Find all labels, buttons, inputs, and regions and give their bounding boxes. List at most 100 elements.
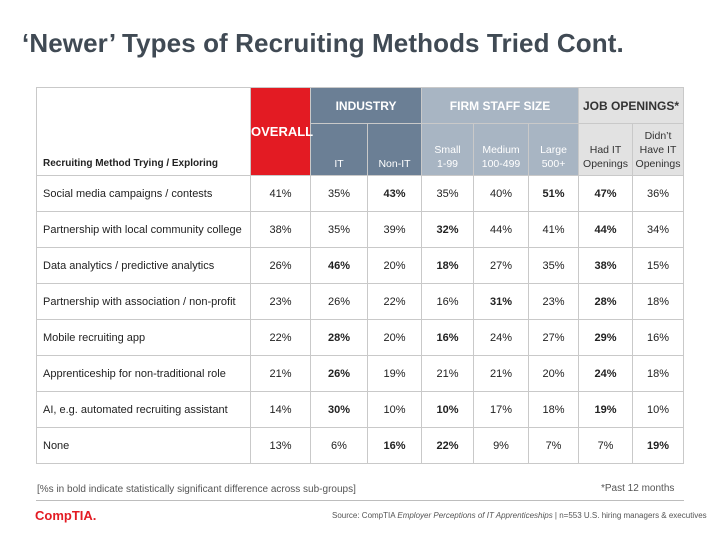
past-12-months-note: *Past 12 months	[601, 483, 675, 494]
column-header-small: Small 1-99	[421, 123, 475, 176]
value-cell: 21%	[473, 355, 530, 392]
slide-title: ‘Newer’ Types of Recruiting Methods Trie…	[22, 28, 624, 58]
value-cell: 20%	[366, 247, 423, 284]
value-cell: 14%	[250, 391, 311, 428]
table-row: Mobile recruiting app 22% 28% 20% 16% 24% 27% 2…	[36, 319, 685, 356]
value-cell: 46%	[310, 247, 368, 284]
sub-line: Have IT	[639, 144, 677, 156]
value-cell: 18%	[632, 355, 685, 392]
value-cell: 21%	[250, 355, 311, 392]
group-header-job-openings: JOB OPENINGS*	[578, 87, 685, 124]
table-row: Social media campaigns / contests 41% 35% 4…	[36, 175, 685, 212]
value-cell: 38%	[578, 247, 634, 284]
row-label: AI, e.g. automated recruiting assistant	[36, 391, 251, 428]
table-row: AI, e.g. automated recruiting assistant 1…	[36, 391, 685, 428]
value-cell: 43%	[366, 175, 423, 212]
sub-line: 1-99	[437, 158, 459, 170]
value-cell: 16%	[421, 319, 475, 356]
sub-line: Small	[434, 144, 461, 156]
value-cell: 35%	[310, 175, 368, 212]
sub-line: Large	[540, 144, 567, 156]
row-label: Apprenticeship for non-traditional role	[36, 355, 251, 392]
source-citation: Source: CompTIA Employer Perceptions of …	[332, 511, 707, 520]
value-cell: 40%	[473, 175, 530, 212]
value-cell: 19%	[632, 427, 685, 464]
value-cell: 35%	[421, 175, 475, 212]
value-cell: 23%	[250, 283, 311, 320]
source-suffix: | n=553 U.S. hiring managers & executive…	[552, 511, 707, 520]
value-cell: 22%	[421, 427, 475, 464]
value-cell: 29%	[578, 319, 634, 356]
group-header-firm-size: FIRM STAFF SIZE	[421, 87, 580, 124]
value-cell: 22%	[250, 319, 311, 356]
column-header-large: Large 500+	[528, 123, 580, 176]
value-cell: 41%	[528, 211, 580, 248]
value-cell: 10%	[366, 391, 423, 428]
value-cell: 24%	[473, 319, 530, 356]
sub-line: Didn’t	[644, 130, 672, 142]
source-title: Employer Perceptions of IT Apprenticeshi…	[397, 511, 553, 520]
column-header-overall: OVERALL	[250, 87, 313, 176]
value-cell: 23%	[528, 283, 580, 320]
row-label: Data analytics / predictive analytics	[36, 247, 251, 284]
table-body: Social media campaigns / contests 41% 35% 4…	[36, 175, 685, 464]
value-cell: 47%	[578, 175, 634, 212]
value-cell: 6%	[310, 427, 368, 464]
sub-line: Had IT	[589, 144, 622, 156]
value-cell: 35%	[528, 247, 580, 284]
sub-line: Openings	[635, 158, 681, 170]
group-header-industry: INDUSTRY	[309, 87, 423, 124]
value-cell: 26%	[250, 247, 311, 284]
value-cell: 32%	[421, 211, 475, 248]
value-cell: 10%	[632, 391, 685, 428]
table-row: None 13% 6% 16% 22% 9% 7% 7% 19%	[36, 427, 685, 464]
value-cell: 19%	[578, 391, 634, 428]
row-label: Partnership with local community college	[36, 211, 251, 248]
sub-line: IT	[334, 158, 344, 170]
column-header-non-it: Non-IT	[366, 123, 423, 176]
value-cell: 18%	[421, 247, 475, 284]
value-cell: 44%	[473, 211, 530, 248]
value-cell: 7%	[578, 427, 634, 464]
column-header-medium: Medium 100-499	[473, 123, 530, 176]
value-cell: 28%	[578, 283, 634, 320]
value-cell: 31%	[473, 283, 530, 320]
value-cell: 16%	[421, 283, 475, 320]
value-cell: 41%	[250, 175, 311, 212]
sub-line: Medium	[482, 144, 520, 156]
table-row: Partnership with association / non-profi…	[36, 283, 685, 320]
column-header-had-openings: Had IT Openings	[578, 123, 634, 176]
value-cell: 28%	[310, 319, 368, 356]
row-label: Mobile recruiting app	[36, 319, 251, 356]
column-header-method: Recruiting Method Trying / Exploring	[36, 87, 251, 176]
value-cell: 10%	[421, 391, 475, 428]
sub-line: 500+	[541, 158, 566, 170]
value-cell: 44%	[578, 211, 634, 248]
value-cell: 7%	[528, 427, 580, 464]
row-label: None	[36, 427, 251, 464]
value-cell: 16%	[632, 319, 685, 356]
value-cell: 39%	[366, 211, 423, 248]
value-cell: 21%	[421, 355, 475, 392]
value-cell: 34%	[632, 211, 685, 248]
value-cell: 22%	[366, 283, 423, 320]
value-cell: 38%	[250, 211, 311, 248]
column-header-didnt-have-openings: Didn’t Have IT Openings	[632, 123, 685, 176]
value-cell: 13%	[250, 427, 311, 464]
value-cell: 30%	[310, 391, 368, 428]
source-prefix: Source: CompTIA	[332, 511, 398, 520]
value-cell: 17%	[473, 391, 530, 428]
value-cell: 15%	[632, 247, 685, 284]
value-cell: 20%	[366, 319, 423, 356]
value-cell: 36%	[632, 175, 685, 212]
comptia-logo: CompTIA.	[35, 508, 97, 523]
value-cell: 51%	[528, 175, 580, 212]
value-cell: 20%	[528, 355, 580, 392]
value-cell: 26%	[310, 355, 368, 392]
value-cell: 9%	[473, 427, 530, 464]
value-cell: 18%	[528, 391, 580, 428]
table-row: Partnership with local community college…	[36, 211, 685, 248]
value-cell: 18%	[632, 283, 685, 320]
value-cell: 26%	[310, 283, 368, 320]
footer-divider	[36, 500, 684, 501]
